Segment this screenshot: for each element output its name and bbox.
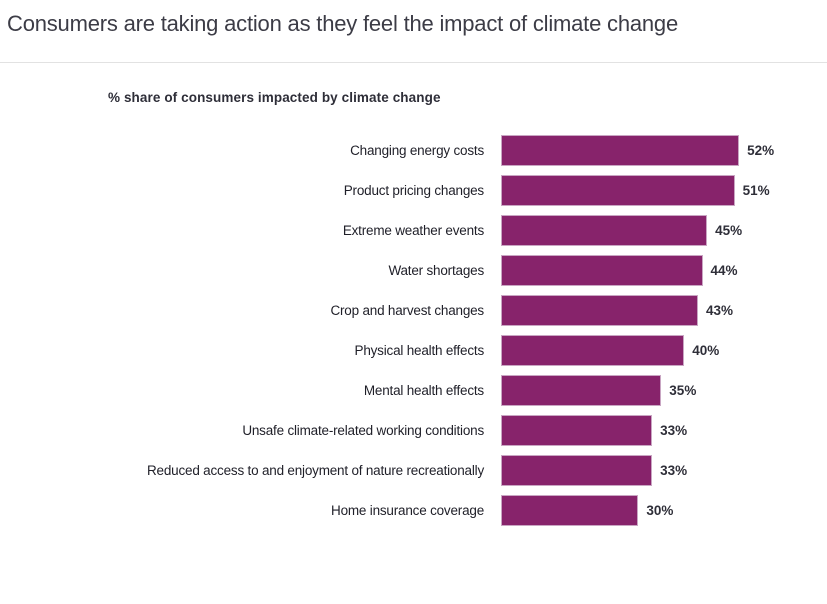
bar-value-label: 33% [660,423,688,438]
bar-value-label: 35% [669,383,697,398]
bar-track: 30% [501,495,827,526]
bar-chart: % share of consumers impacted by climate… [108,90,827,526]
bar [501,135,740,166]
bar-category-label: Reduced access to and enjoyment of natur… [146,463,484,478]
bar-category-label: Water shortages [388,263,484,278]
bar-value-label: 43% [705,303,733,318]
bar-category-label: Physical health effects [354,343,485,358]
chart-rows: Changing energy costs 52% Product pricing … [108,135,827,526]
bar-track: 45% [501,215,827,246]
bar-row: Unsafe climate-related working condition… [108,415,827,446]
bar-track: 33% [501,415,827,446]
bar [501,335,685,366]
bar [501,215,708,246]
bar-track: 35% [501,375,827,406]
bar-row: Home insurance coverage 30% [108,495,827,526]
bar-track: 43% [501,295,827,326]
bar-track: 44% [501,255,827,286]
bar-value-label: 51% [742,183,770,198]
bar-category-label: Home insurance coverage [331,503,484,518]
bar-value-label: 52% [747,143,775,158]
bar-category-label: Crop and harvest changes [330,303,484,318]
bar [501,495,639,526]
bar [501,455,653,486]
bar-value-label: 45% [715,223,743,238]
bar-row: Water shortages 44% [108,255,827,286]
bar [501,375,662,406]
bar-row: Crop and harvest changes 43% [108,295,827,326]
chart-subtitle: % share of consumers impacted by climate… [108,90,441,105]
bar-row: Product pricing changes 51% [108,175,827,206]
bar [501,295,698,326]
bar-category-label: Mental health effects [363,383,484,398]
bar-track: 40% [501,335,827,366]
bar-track: 33% [501,455,827,486]
bar-row: Changing energy costs 52% [108,135,827,166]
bar-category-label: Changing energy costs [350,143,484,158]
bar [501,175,735,206]
bar [501,255,703,286]
bar-row: Extreme weather events 45% [108,215,827,246]
bar-row: Physical health effects 40% [108,335,827,366]
bar-category-label: Product pricing changes [343,183,484,198]
bar-row: Reduced access to and enjoyment of natur… [108,455,827,486]
bar-value-label: 40% [692,343,720,358]
bar-category-label: Unsafe climate-related working condition… [242,423,484,438]
bar-value-label: 33% [660,463,688,478]
bar-track: 52% [501,135,827,166]
divider [0,62,827,63]
bar-value-label: 30% [646,503,674,518]
bar-track: 51% [501,175,827,206]
bar-category-label: Extreme weather events [342,223,484,238]
bar [501,415,653,446]
page-title: Consumers are taking action as they feel… [7,11,679,36]
bar-value-label: 44% [710,263,738,278]
bar-row: Mental health effects 35% [108,375,827,406]
